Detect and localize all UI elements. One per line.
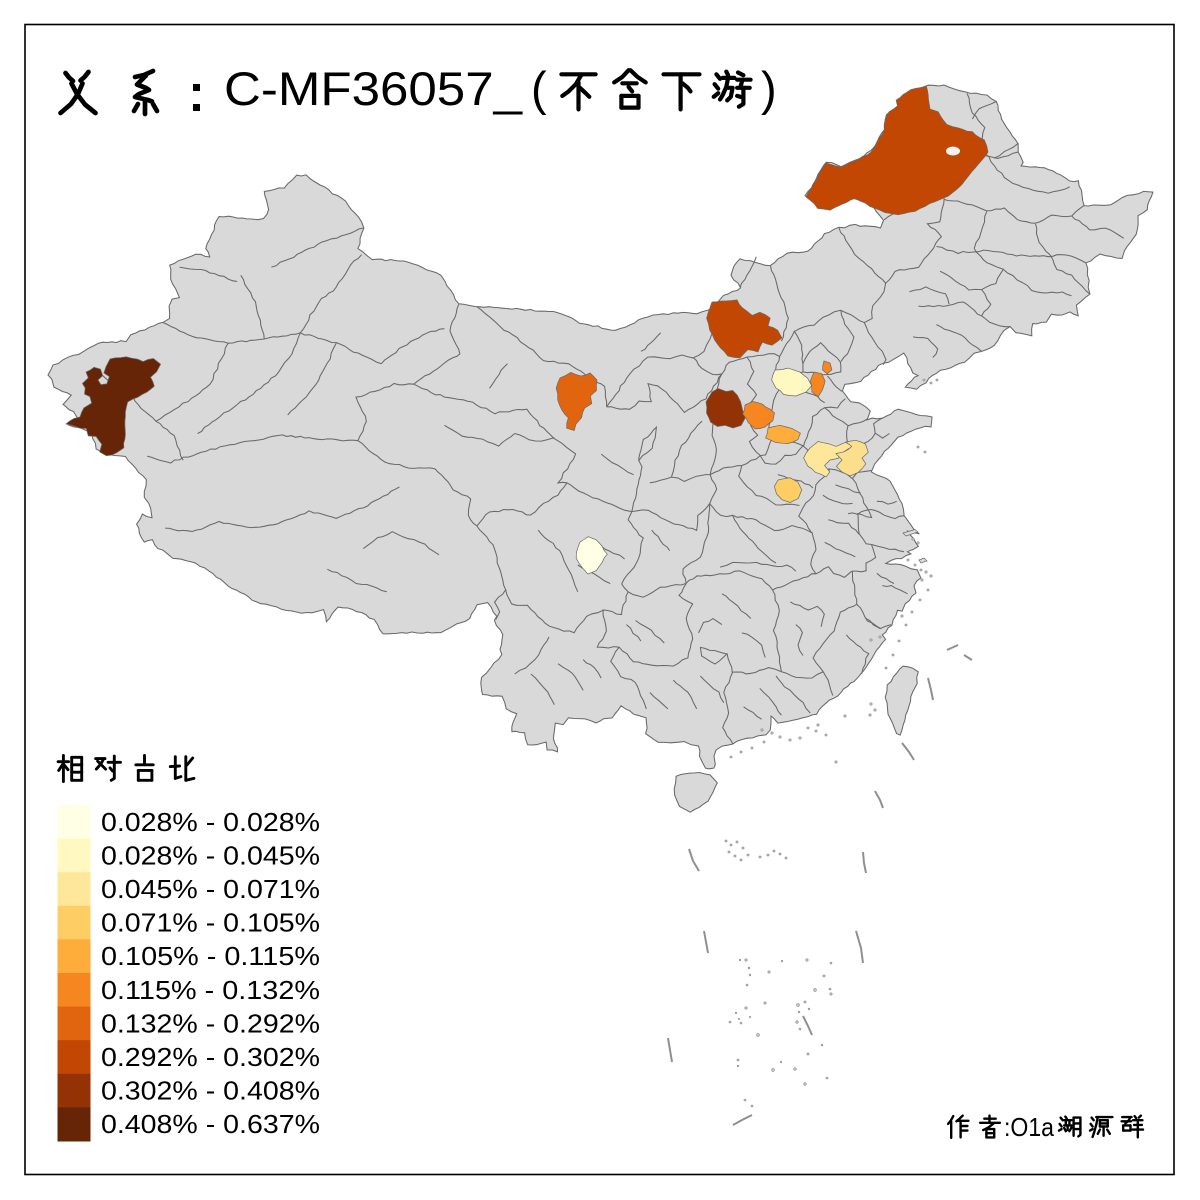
- svg-text:C-MF36057_: C-MF36057_: [224, 62, 523, 115]
- svg-text::O1a: :O1a: [1004, 1112, 1054, 1142]
- svg-text:0.105% - 0.115%: 0.105% - 0.115%: [101, 941, 320, 971]
- svg-text:): ): [761, 62, 777, 115]
- svg-text:0.302% - 0.408%: 0.302% - 0.408%: [101, 1076, 320, 1106]
- svg-text:0.045% - 0.071%: 0.045% - 0.071%: [101, 874, 320, 904]
- svg-text:(: (: [531, 62, 547, 115]
- svg-text:0.071% - 0.105%: 0.071% - 0.105%: [101, 908, 320, 938]
- svg-text:0.408% - 0.637%: 0.408% - 0.637%: [101, 1109, 320, 1139]
- svg-text:0.132% - 0.292%: 0.132% - 0.292%: [101, 1008, 320, 1038]
- svg-text:0.115% - 0.132%: 0.115% - 0.132%: [101, 975, 320, 1005]
- svg-text:0.028% - 0.045%: 0.028% - 0.045%: [101, 840, 320, 870]
- svg-text:0.028% - 0.028%: 0.028% - 0.028%: [101, 807, 320, 837]
- svg-text:0.292% - 0.302%: 0.292% - 0.302%: [101, 1042, 320, 1072]
